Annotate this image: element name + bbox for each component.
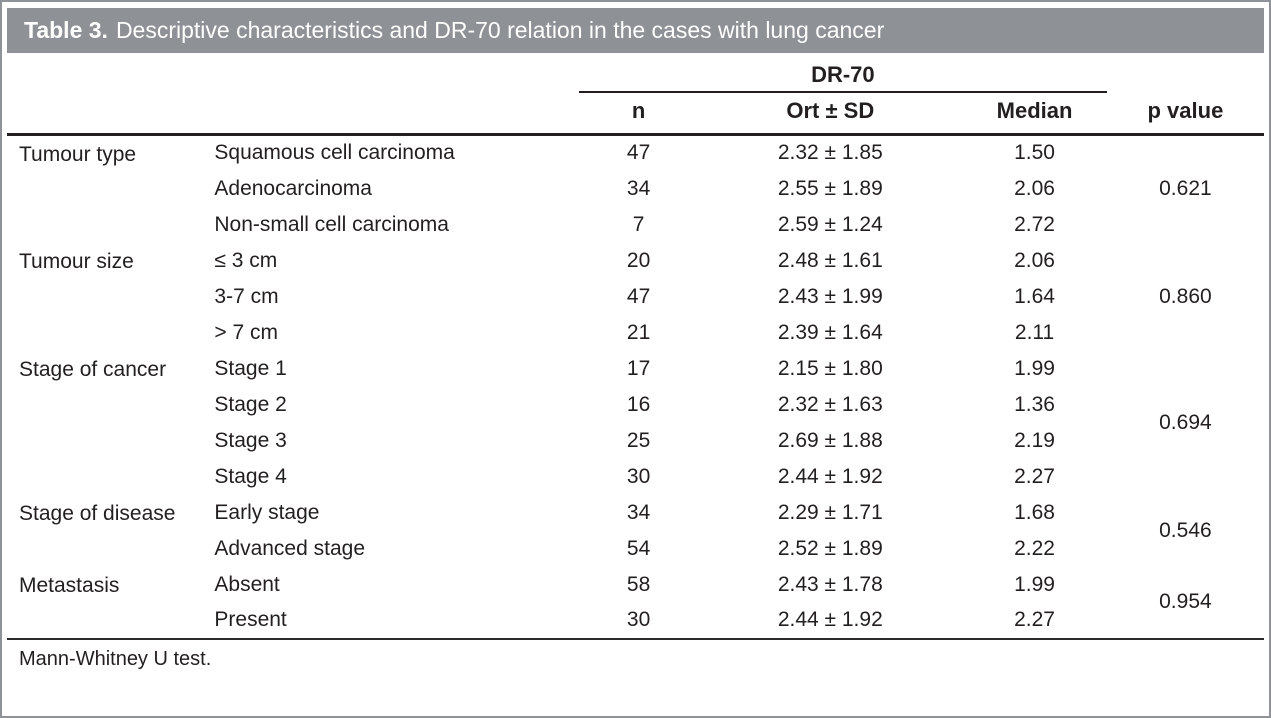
subcategory-cell: Stage 1 bbox=[214, 356, 287, 380]
subcategory-cell: Advanced stage bbox=[214, 536, 365, 560]
median-cell: 1.36 bbox=[1014, 392, 1055, 416]
ort-sd-cell: 2.32 ± 1.85 bbox=[777, 141, 883, 165]
median-cell: 2.11 bbox=[1014, 320, 1055, 344]
header-row-group: DR-70 p value bbox=[7, 53, 1264, 136]
table-row: Advanced stage 54 2.52 ± 1.89 2.22 bbox=[7, 531, 1264, 567]
ort-sd-cell: 2.55 ± 1.89 bbox=[777, 176, 883, 200]
table-header: DR-70 p value n Ort ± SD Median bbox=[7, 53, 1264, 136]
table-row: Present 30 2.44 ± 1.92 2.27 bbox=[7, 603, 1264, 639]
table-row: 3-7 cm 47 2.43 ± 1.99 1.64 bbox=[7, 279, 1264, 315]
ort-sd-cell: 2.44 ± 1.92 bbox=[777, 608, 883, 631]
ort-sd-cell: 2.15 ± 1.80 bbox=[777, 356, 883, 380]
data-table: DR-70 p value n Ort ± SD Median Tumour t… bbox=[7, 53, 1264, 680]
median-cell: 2.22 bbox=[1014, 536, 1055, 560]
footnote-row: Mann-Whitney U test. bbox=[7, 637, 1264, 680]
ort-sd-cell: 2.59 ± 1.24 bbox=[777, 212, 883, 236]
subcategory-cell: Stage 3 bbox=[214, 428, 287, 452]
subcategory-cell: Present bbox=[214, 608, 287, 631]
table-row: Tumour type Squamous cell carcinoma 47 2… bbox=[7, 135, 1264, 200]
table-row: Non-small cell carcinoma 7 2.59 ± 1.24 2… bbox=[7, 207, 1264, 243]
n-cell: 30 bbox=[626, 608, 651, 631]
table-row: Stage 4 30 2.44 ± 1.92 2.27 bbox=[7, 459, 1264, 495]
header-median: Median bbox=[962, 92, 1107, 136]
n-cell: 47 bbox=[626, 141, 651, 165]
header-group-dr70: DR-70 bbox=[578, 53, 1107, 93]
median-cell: 2.27 bbox=[1014, 464, 1055, 488]
table-number: Table 3. bbox=[24, 17, 108, 43]
n-cell: 58 bbox=[626, 572, 651, 596]
table-row: Tumour size ≤ 3 cm 20 2.48 ± 1.61 2.06 0… bbox=[7, 243, 1264, 308]
median-cell: 1.99 bbox=[1014, 356, 1055, 380]
p-value-cell: 0.860 bbox=[1159, 284, 1212, 308]
header-n: n bbox=[578, 92, 699, 136]
table-body: Tumour type Squamous cell carcinoma 47 2… bbox=[7, 135, 1264, 639]
ort-sd-cell: 2.29 ± 1.71 bbox=[777, 500, 883, 524]
n-cell: 21 bbox=[626, 320, 651, 344]
header-row-columns: n Ort ± SD Median bbox=[7, 92, 1264, 136]
ort-sd-cell: 2.43 ± 1.78 bbox=[777, 572, 883, 596]
table-row: Stage of cancer Stage 1 17 2.15 ± 1.80 1… bbox=[7, 351, 1264, 434]
subcategory-cell: Stage 4 bbox=[214, 464, 287, 488]
median-cell: 1.64 bbox=[1014, 284, 1055, 308]
n-cell: 20 bbox=[626, 248, 651, 272]
subcategory-cell: Adenocarcinoma bbox=[214, 176, 372, 200]
header-p-value: p value bbox=[1106, 53, 1264, 136]
category-cell: Tumour size bbox=[19, 249, 134, 273]
ort-sd-cell: 2.48 ± 1.61 bbox=[777, 248, 883, 272]
table-row: Stage 3 25 2.69 ± 1.88 2.19 bbox=[7, 423, 1264, 459]
p-value-cell: 0.546 bbox=[1159, 518, 1212, 542]
ort-sd-cell: 2.39 ± 1.64 bbox=[777, 320, 883, 344]
subcategory-cell: Non-small cell carcinoma bbox=[214, 212, 449, 236]
n-cell: 16 bbox=[626, 392, 651, 416]
ort-sd-cell: 2.43 ± 1.99 bbox=[777, 284, 883, 308]
n-cell: 7 bbox=[632, 212, 645, 236]
subcategory-cell: ≤ 3 cm bbox=[214, 248, 278, 272]
table-title: Descriptive characteristics and DR-70 re… bbox=[115, 17, 885, 43]
table-row: Adenocarcinoma 34 2.55 ± 1.89 2.06 bbox=[7, 171, 1264, 207]
ort-sd-cell: 2.44 ± 1.92 bbox=[777, 464, 883, 488]
p-value-cell: 0.621 bbox=[1159, 177, 1212, 201]
n-cell: 34 bbox=[626, 500, 651, 524]
footnote-text: Mann-Whitney U test. bbox=[7, 637, 1264, 680]
table-title-bar: Table 3. Descriptive characteristics and… bbox=[7, 8, 1264, 53]
n-cell: 54 bbox=[626, 536, 651, 560]
ort-sd-cell: 2.69 ± 1.88 bbox=[777, 428, 883, 452]
n-cell: 25 bbox=[626, 428, 651, 452]
median-cell: 2.72 bbox=[1014, 212, 1055, 236]
n-cell: 17 bbox=[626, 356, 651, 380]
subcategory-cell: Absent bbox=[214, 572, 280, 596]
table-row: > 7 cm 21 2.39 ± 1.64 2.11 bbox=[7, 315, 1264, 351]
subcategory-cell: Squamous cell carcinoma bbox=[214, 141, 455, 165]
header-ort-sd: Ort ± SD bbox=[698, 92, 963, 136]
subcategory-cell: > 7 cm bbox=[214, 320, 278, 344]
n-cell: 30 bbox=[626, 464, 651, 488]
category-cell: Stage of cancer bbox=[19, 357, 167, 381]
subcategory-cell: Early stage bbox=[214, 500, 320, 524]
table-row: Stage 2 16 2.32 ± 1.63 1.36 bbox=[7, 387, 1264, 423]
subcategory-cell: Stage 2 bbox=[214, 392, 287, 416]
ort-sd-cell: 2.52 ± 1.89 bbox=[777, 536, 883, 560]
category-cell: Tumour type bbox=[19, 143, 137, 166]
median-cell: 2.06 bbox=[1014, 176, 1055, 200]
ort-sd-cell: 2.32 ± 1.63 bbox=[777, 392, 883, 416]
median-cell: 2.06 bbox=[1014, 248, 1055, 272]
median-cell: 1.99 bbox=[1014, 572, 1055, 596]
median-cell: 2.27 bbox=[1014, 608, 1055, 631]
category-cell: Stage of disease bbox=[19, 501, 176, 525]
median-cell: 1.50 bbox=[1014, 141, 1055, 165]
category-cell: Metastasis bbox=[19, 573, 120, 597]
p-value-cell: 0.694 bbox=[1159, 410, 1212, 434]
n-cell: 47 bbox=[626, 284, 651, 308]
median-cell: 2.19 bbox=[1014, 428, 1055, 452]
p-value-cell: 0.954 bbox=[1159, 590, 1212, 613]
header-spacer-category bbox=[7, 53, 215, 136]
table-row: Stage of disease Early stage 34 2.29 ± 1… bbox=[7, 495, 1264, 542]
subcategory-cell: 3-7 cm bbox=[214, 284, 279, 308]
median-cell: 1.68 bbox=[1014, 500, 1055, 524]
table-footer: Mann-Whitney U test. bbox=[7, 637, 1264, 680]
header-spacer-subcategory bbox=[214, 53, 579, 136]
n-cell: 34 bbox=[626, 176, 651, 200]
table-row: Metastasis Absent 58 2.43 ± 1.78 1.99 0.… bbox=[7, 567, 1264, 614]
